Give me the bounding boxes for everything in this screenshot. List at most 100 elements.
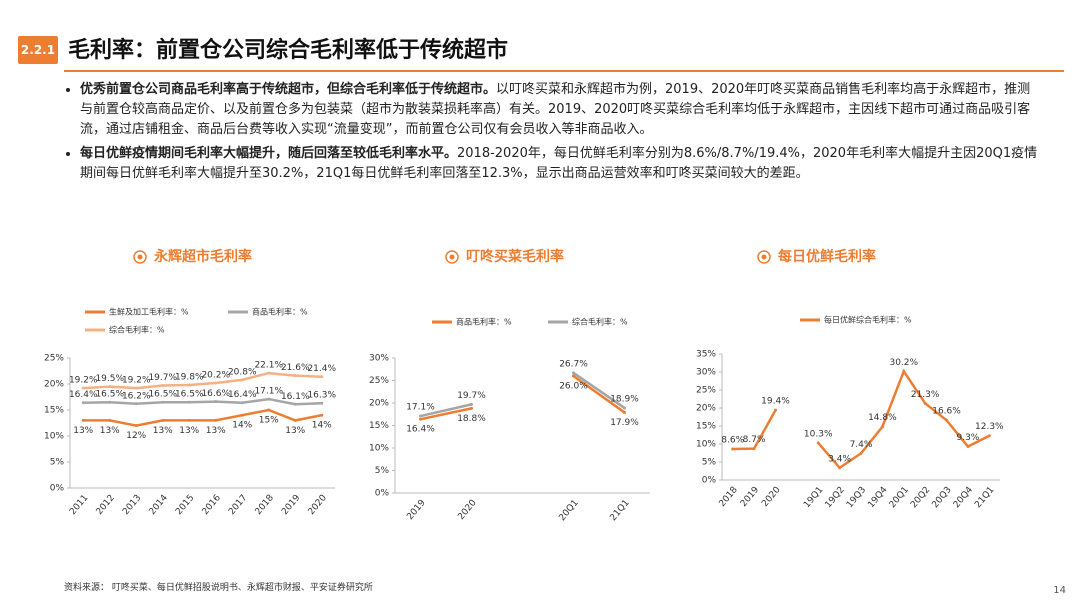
data-point [923, 401, 927, 405]
data-point [214, 400, 218, 404]
y-tick-label: 10% [369, 444, 389, 454]
data-label: 16.5% [95, 390, 124, 400]
title-icon-dot [449, 254, 455, 260]
chart-title: 永辉超市毛利率 [153, 248, 252, 265]
y-tick-label: 15% [44, 406, 64, 416]
series-line [420, 407, 472, 421]
x-tick-label: 2020 [456, 498, 479, 522]
data-point [214, 381, 218, 385]
y-tick-label: 10% [696, 440, 716, 450]
data-label: 16.4% [406, 425, 435, 435]
data-label: 16.1% [281, 392, 310, 402]
data-point [187, 418, 191, 422]
data-point [240, 378, 244, 382]
series-line [572, 371, 626, 409]
data-point [293, 402, 297, 406]
bullet-text: 2018-2020年，每日优鲜毛利率分别为8.6%/8.7%/19.4%，202… [80, 146, 1038, 181]
data-point [470, 402, 473, 406]
data-label: 9.3% [956, 433, 979, 443]
data-point [320, 375, 324, 379]
x-tick-label: 20Q3 [930, 485, 953, 510]
data-point [267, 371, 271, 375]
title-icon [757, 250, 771, 264]
x-tick-label: 2014 [148, 493, 171, 517]
page-number: 14 [1053, 585, 1066, 596]
data-label: 16.4% [228, 390, 257, 400]
x-tick-label: 20Q1 [557, 498, 580, 523]
data-point [320, 413, 324, 417]
data-label: 13% [73, 426, 93, 436]
y-tick-label: 5% [50, 458, 65, 468]
bullet-lead: 每日优鲜疫情期间毛利率大幅提升，随后回落至较低毛利率水平。 [80, 146, 458, 161]
y-tick-label: 0% [50, 484, 65, 494]
data-point [161, 418, 165, 422]
x-tick-label: 2011 [68, 493, 90, 517]
data-label: 13% [206, 426, 226, 436]
x-tick-label: 19Q3 [845, 485, 868, 510]
data-point [419, 417, 422, 421]
data-label: 19.5% [95, 374, 124, 384]
series-line [420, 403, 472, 418]
source-note: 资料来源： 叮咚买菜、每日优鲜招股说明书、永辉超市财报、平安证券研究所 [64, 583, 373, 593]
x-tick-label: 2019 [739, 485, 762, 509]
data-label: 19.2% [69, 376, 98, 386]
data-point [240, 401, 244, 405]
data-label: 16.6% [932, 407, 961, 417]
data-point [293, 374, 297, 378]
y-tick-label: 20% [44, 380, 64, 390]
y-tick-label: 0% [375, 489, 390, 499]
data-point [214, 418, 218, 422]
x-tick-label: 2012 [95, 493, 117, 517]
data-point [134, 386, 138, 390]
data-label: 30.2% [889, 358, 918, 368]
data-point [240, 413, 244, 417]
data-label: 20.2% [201, 370, 230, 380]
y-tick-label: 25% [44, 354, 64, 364]
data-label: 14% [232, 421, 252, 431]
bullet-text: 以叮咚买菜和永辉超市为例，2019、2020年叮咚买菜商品销售毛利率均高于永辉超… [80, 82, 1031, 137]
data-label: 14.8% [868, 413, 897, 423]
data-point [108, 400, 112, 404]
data-point [161, 384, 165, 388]
series-line [83, 397, 322, 406]
data-point [623, 410, 626, 414]
x-tick-label: 21Q1 [973, 485, 996, 510]
x-tick-label: 2018 [254, 493, 277, 517]
x-tick-label: 20Q4 [952, 485, 975, 510]
x-tick-label: 2019 [280, 493, 303, 517]
y-tick-label: 5% [375, 466, 390, 476]
data-label: 21.3% [911, 390, 940, 400]
data-label: 7.4% [850, 440, 873, 450]
y-tick-label: 30% [369, 354, 389, 364]
data-point [773, 408, 777, 412]
data-label: 16.3% [307, 391, 336, 401]
data-label: 19.4% [761, 397, 790, 407]
x-tick-label: 2015 [174, 493, 196, 517]
y-tick-label: 10% [44, 432, 64, 442]
x-tick-label: 2013 [121, 493, 143, 517]
data-point [572, 371, 575, 375]
y-tick-label: 20% [696, 404, 716, 414]
y-tick-label: 5% [702, 458, 717, 468]
data-label: 16.2% [122, 391, 151, 401]
data-point [134, 424, 138, 428]
data-point [623, 406, 626, 410]
series-line [83, 371, 322, 390]
data-label: 18.8% [457, 414, 486, 424]
data-label: 12.3% [975, 422, 1004, 432]
legend-label: 综合毛利率：% [572, 317, 628, 327]
data-point [731, 447, 735, 451]
series-line [83, 408, 322, 427]
x-tick-label: 20Q2 [909, 485, 932, 510]
data-label: 17.9% [610, 418, 639, 428]
data-point [987, 434, 991, 438]
title-icon-dot [761, 254, 767, 260]
x-tick-label: 2019 [405, 498, 428, 522]
data-label: 20.8% [228, 367, 257, 377]
section-badge: 2.2.1 [18, 36, 58, 64]
y-tick-label: 15% [696, 422, 716, 432]
y-tick-label: 30% [696, 368, 716, 378]
data-label: 3.4% [828, 454, 851, 464]
x-tick-label: 19Q4 [866, 485, 889, 510]
data-label: 19.2% [122, 376, 151, 386]
